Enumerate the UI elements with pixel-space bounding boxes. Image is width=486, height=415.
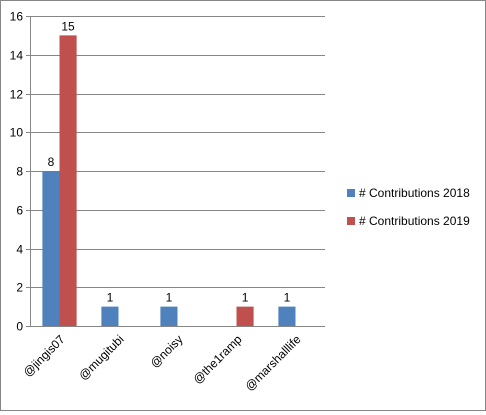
legend-label: # Contributions 2018 — [359, 186, 470, 200]
bar — [101, 306, 119, 326]
data-label: 15 — [61, 19, 75, 33]
bar — [160, 306, 178, 326]
x-tick-label: @noisy — [147, 332, 185, 370]
y-tick-label: 10 — [10, 126, 24, 140]
bar — [278, 306, 296, 326]
data-label: 1 — [166, 291, 173, 305]
bars — [42, 35, 296, 326]
bar — [59, 35, 77, 326]
legend-label: # Contributions 2019 — [359, 214, 470, 228]
y-tick-label: 14 — [10, 49, 24, 63]
y-tick-label: 16 — [10, 10, 24, 24]
x-tick-label: @marshalllife — [242, 332, 304, 394]
gridlines — [30, 16, 325, 288]
x-axis: @jingis07 @mugitubi @noisy @the1ramp@marsha… — [20, 326, 325, 394]
y-tick-label: 2 — [16, 281, 23, 295]
legend: # Contributions 2018 # Contributions 2019 — [347, 186, 470, 228]
x-tick-label: @the1ramp — [190, 332, 245, 387]
bar — [42, 171, 60, 326]
data-labels: 8 15 1 1 1 1 — [48, 19, 291, 304]
y-tick-label: 4 — [16, 243, 23, 257]
legend-swatch — [347, 189, 355, 197]
legend-swatch — [347, 217, 355, 225]
data-label: 1 — [284, 291, 291, 305]
y-tick-label: 8 — [16, 165, 23, 179]
y-axis: 0 2 4 6 8 10 12 14 16 — [10, 10, 31, 334]
y-tick-label: 6 — [16, 204, 23, 218]
y-tick-label: 12 — [10, 88, 24, 102]
data-label: 8 — [48, 155, 55, 169]
bar — [236, 306, 254, 326]
data-label: 1 — [242, 291, 249, 305]
data-label: 1 — [107, 291, 114, 305]
x-tick-label: @mugitubi — [76, 332, 127, 383]
x-tick-label: @jingis07 — [20, 332, 68, 380]
y-tick-label: 0 — [16, 320, 23, 334]
